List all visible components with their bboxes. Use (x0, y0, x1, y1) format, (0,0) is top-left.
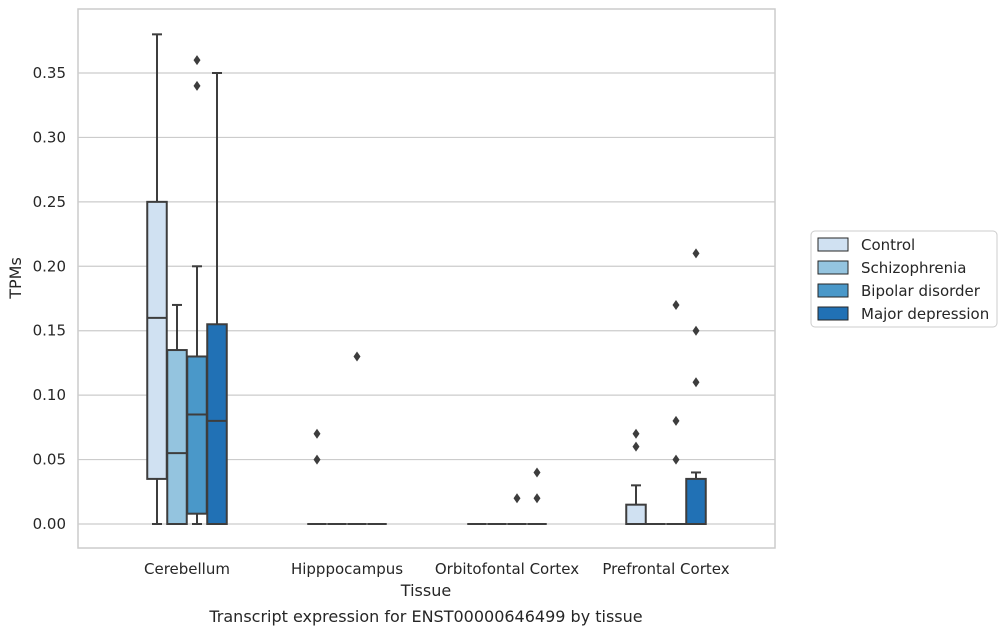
box-group (685, 248, 707, 525)
x-tick-label: Cerebellum (144, 560, 230, 578)
outlier-point (533, 493, 541, 504)
y-axis-ticks: 0.00 0.05 0.10 0.15 0.20 0.25 0.30 0.35 (33, 64, 66, 533)
box-group (507, 493, 527, 525)
box-group (666, 299, 686, 525)
outlier-point (632, 428, 640, 439)
y-tick-label: 0.00 (33, 515, 66, 533)
box (625, 503, 647, 525)
legend-swatch (817, 306, 849, 321)
legend-swatch (817, 260, 849, 275)
legend-swatch (817, 283, 849, 298)
outlier-point (193, 80, 201, 91)
outlier-point (313, 454, 321, 465)
y-tick-label: 0.20 (33, 257, 66, 275)
legend: Control Schizophrenia Bipolar disorder Majo… (810, 230, 998, 328)
box-group (166, 303, 188, 525)
legend-label: Control (861, 236, 915, 254)
outlier-point (632, 441, 640, 452)
y-tick-label: 0.30 (33, 128, 66, 146)
y-tick-label: 0.10 (33, 386, 66, 404)
outlier-point (533, 467, 541, 478)
outlier-point (672, 299, 680, 310)
legend-label: Bipolar disorder (861, 282, 981, 300)
outlier-point (692, 325, 700, 336)
figure-caption: Transcript expression for ENST0000064649… (208, 607, 642, 626)
outlier-point (672, 415, 680, 426)
outlier-point (692, 377, 700, 388)
y-tick-label: 0.05 (33, 451, 66, 469)
x-tick-label: Hipppocampus (291, 560, 403, 578)
box (685, 477, 707, 525)
legend-label: Major depression (861, 305, 989, 323)
box-group (625, 428, 647, 525)
box-group (527, 467, 547, 525)
y-tick-label: 0.25 (33, 193, 66, 211)
box-group (307, 428, 327, 525)
box-layer (146, 33, 707, 525)
outlier-point (193, 55, 201, 66)
box-group (146, 33, 168, 525)
box-group (347, 351, 367, 525)
outlier-point (672, 454, 680, 465)
box-group (186, 55, 208, 525)
box (146, 200, 168, 480)
box (206, 323, 228, 525)
y-tick-label: 0.15 (33, 322, 66, 340)
outlier-point (692, 248, 700, 259)
x-tick-label: Prefrontal Cortex (602, 560, 729, 578)
outlier-point (513, 493, 521, 504)
x-tick-label: Orbitofontal Cortex (435, 560, 579, 578)
outlier-point (313, 428, 321, 439)
legend-swatch (817, 237, 849, 252)
y-axis-label: TPMs (6, 257, 25, 300)
x-axis-label: Tissue (400, 581, 451, 600)
box (166, 349, 188, 525)
plot-area-border (77, 8, 776, 549)
y-tick-label: 0.35 (33, 64, 66, 82)
x-axis-ticks: Cerebellum Hipppocampus Orbitofontal Corte… (144, 560, 730, 578)
outlier-point (353, 351, 361, 362)
legend-label: Schizophrenia (861, 259, 966, 277)
legend-frame (810, 230, 998, 328)
box-group (206, 72, 228, 525)
box (186, 355, 208, 515)
